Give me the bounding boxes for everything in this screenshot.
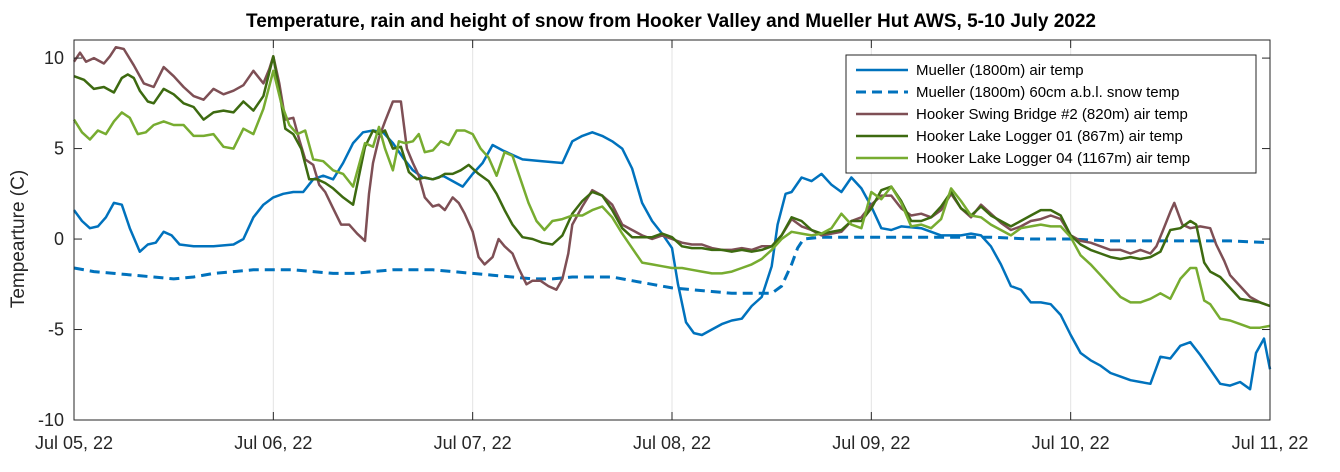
y-tick-label-3: 5	[54, 139, 64, 159]
series-line-0	[72, 129, 1272, 391]
axis-ticks: Jul 05, 22 Jul 06, 22 Jul 07, 22 Jul 08, 22…	[35, 40, 1308, 453]
x-tick-label-1: Jul 06, 22	[234, 433, 312, 453]
legend-label-0: Mueller (1800m) air temp	[916, 62, 1084, 79]
legend-label-4: Hooker Lake Logger 04 (1167m) air temp	[916, 150, 1190, 167]
legend-box	[845, 54, 1257, 174]
y-tick-label-1: -5	[48, 320, 64, 340]
x-tick-label-3: Jul 08, 22	[633, 433, 711, 453]
x-tick-label-0: Jul 05, 22	[35, 433, 113, 453]
y-tick-label-0: -10	[38, 410, 64, 430]
chart-title: Temperature, rain and height of snow fro…	[246, 11, 1096, 32]
legend-label-3: Hooker Lake Logger 01 (867m) air temp	[916, 128, 1183, 145]
series-lines	[72, 45, 1272, 391]
series-line-4	[72, 69, 1271, 329]
series-line-1	[73, 235, 1271, 295]
x-tick-label-6: Jul 11, 22	[1232, 433, 1309, 453]
x-tick-label-4: Jul 09, 22	[832, 433, 910, 453]
y-axis-label: Tempearture (C)	[8, 170, 29, 308]
x-tick-label-5: Jul 10, 22	[1032, 433, 1110, 453]
legend: Mueller (1800m) air temp Mueller (1800m) …	[845, 54, 1257, 174]
legend-label-1: Mueller (1800m) 60cm a.b.l. snow temp	[916, 84, 1179, 101]
legend-label-2: Hooker Swing Bridge #2 (820m) air temp	[916, 106, 1188, 123]
y-tick-label-2: 0	[54, 229, 64, 249]
y-tick-label-4: 10	[44, 48, 64, 68]
series-line-3	[73, 55, 1271, 308]
x-tick-label-2: Jul 07, 22	[434, 433, 512, 453]
